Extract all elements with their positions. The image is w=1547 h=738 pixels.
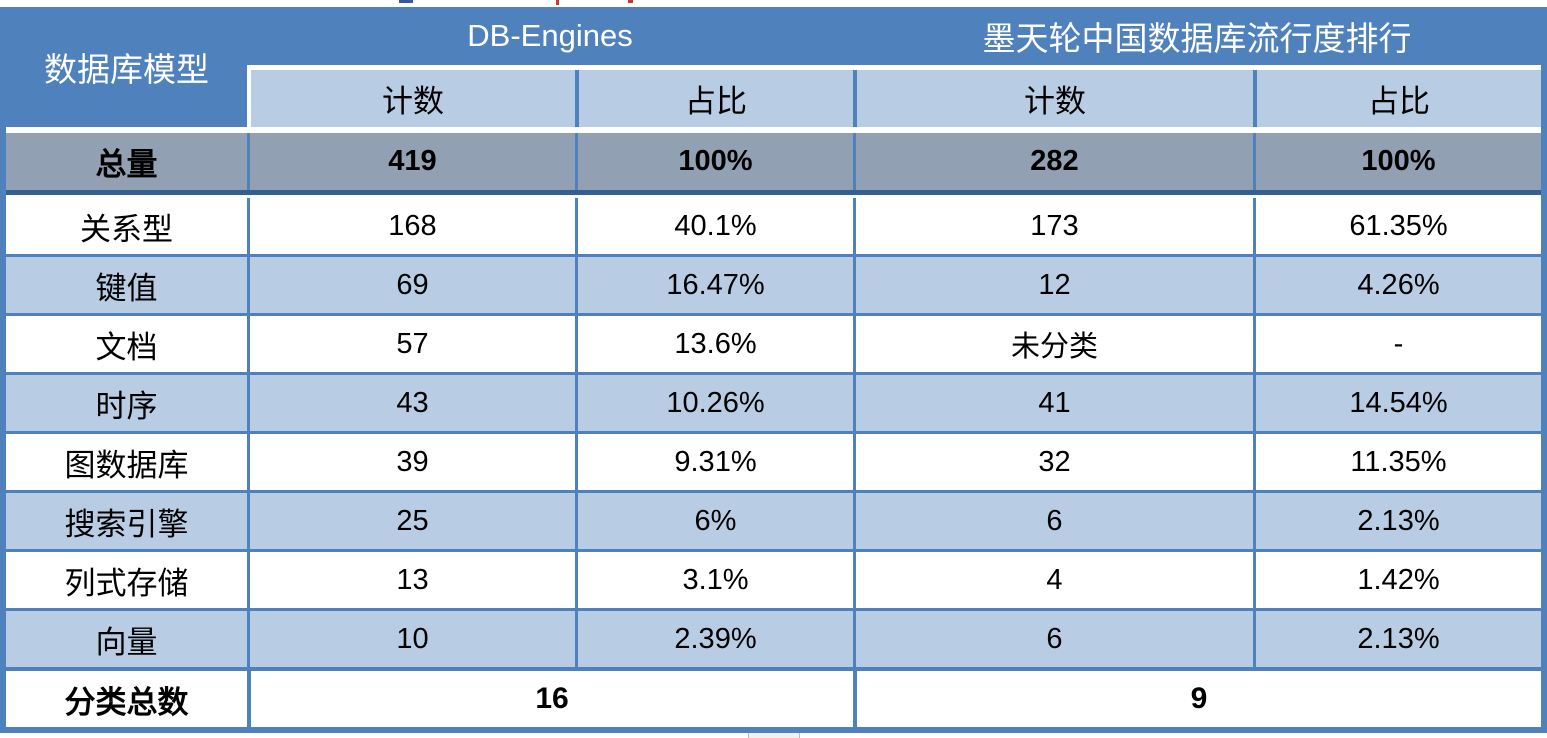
- row-label: 文档: [95, 329, 158, 365]
- row-label: 列式存储: [64, 565, 189, 601]
- table-row: 列式存储 13 3.1% 4 1.42%: [6, 549, 1541, 608]
- table-cell: 1.42%: [1253, 552, 1541, 608]
- row-label: 总量: [95, 147, 158, 182]
- subheader-label: 计数: [382, 84, 444, 119]
- table-cell: 10.26%: [575, 375, 853, 431]
- table-cell: 6%: [575, 493, 853, 549]
- table-cell: 12: [853, 257, 1253, 313]
- cropped-text-artifact: [628, 0, 633, 3]
- row-label: 搜索引擎: [64, 506, 189, 542]
- table-cell: 40.1%: [575, 198, 853, 254]
- table-cell: 69: [247, 257, 575, 313]
- table-cell: -: [1253, 316, 1541, 372]
- table-header: 数据库模型 DB-Engines 墨天轮中国数据库流行度排行 计数 占比 计数 …: [6, 7, 1541, 133]
- table-row: 搜索引擎 25 6% 6 2.13%: [6, 490, 1541, 549]
- table-cell: 282: [853, 133, 1253, 190]
- table-row: 文档 57 13.6% 未分类 -: [6, 313, 1541, 372]
- table-cell: 3.1%: [575, 552, 853, 608]
- table-cell: 4.26%: [1253, 257, 1541, 313]
- row-label: 关系型: [80, 211, 173, 247]
- table-cell: 6: [853, 493, 1253, 549]
- subheader-share-mtl: 占比: [1253, 70, 1541, 127]
- table-row: 向量 10 2.39% 6 2.13%: [6, 608, 1541, 667]
- table-cell: 43: [247, 375, 575, 431]
- group-header-label: 墨天轮中国数据库流行度排行: [982, 22, 1412, 58]
- table-cell: 2.39%: [575, 611, 853, 667]
- table-cell: 25: [247, 493, 575, 549]
- subheader-label: 占比: [685, 84, 747, 119]
- table-cell: 16.47%: [575, 257, 853, 313]
- table-cell: 32: [853, 434, 1253, 490]
- subheader-count-db: 计数: [247, 70, 575, 127]
- corner-header-label: 数据库模型: [44, 53, 209, 89]
- corner-header-cell: 数据库模型: [6, 7, 247, 127]
- group-header-motianlun: 墨天轮中国数据库流行度排行: [853, 7, 1541, 65]
- group-header-label: DB-Engines: [467, 18, 633, 53]
- row-label: 图数据库: [64, 447, 189, 483]
- comparison-table: 数据库模型 DB-Engines 墨天轮中国数据库流行度排行 计数 占比 计数 …: [0, 7, 1547, 733]
- table-cell: 2.13%: [1253, 493, 1541, 549]
- cropped-text-artifact: [556, 0, 559, 5]
- table-cell: 419: [247, 133, 575, 190]
- table-cell: 13.6%: [575, 316, 853, 372]
- table-cell: 100%: [575, 133, 853, 190]
- cropped-text-artifact: [399, 0, 413, 3]
- table-cell: 4: [853, 552, 1253, 608]
- subheader-label: 占比: [1368, 84, 1430, 119]
- row-label: 键值: [95, 270, 158, 306]
- row-label: 向量: [95, 624, 158, 660]
- table-cell: 11.35%: [1253, 434, 1541, 490]
- table-row: 时序 43 10.26% 41 14.54%: [6, 372, 1541, 431]
- table-row: 关系型 168 40.1% 173 61.35%: [6, 195, 1541, 254]
- table-cell: 41: [853, 375, 1253, 431]
- table-cell: 13: [247, 552, 575, 608]
- row-label: 时序: [95, 388, 158, 424]
- subheader-share-db: 占比: [575, 70, 853, 127]
- subheader-count-mtl: 计数: [853, 70, 1253, 127]
- table-row-category-totals: 分类总数 16 9: [6, 667, 1541, 727]
- table-cell: 6: [853, 611, 1253, 667]
- table-cell: 9.31%: [575, 434, 853, 490]
- table-row-total: 总量 419 100% 282 100%: [6, 133, 1541, 195]
- scrollbar-fragment[interactable]: [748, 733, 800, 738]
- table-cell: 57: [247, 316, 575, 372]
- table-cell: 未分类: [853, 316, 1253, 372]
- subheader-label: 计数: [1024, 84, 1086, 119]
- table-cell: 61.35%: [1253, 198, 1541, 254]
- table-cell: 100%: [1253, 133, 1541, 190]
- merged-cell-motianlun-total: 9: [853, 671, 1541, 727]
- merged-cell-db-engines-total: 16: [247, 671, 853, 727]
- table-cell: 168: [247, 198, 575, 254]
- table-cell: 2.13%: [1253, 611, 1541, 667]
- table-row: 键值 69 16.47% 12 4.26%: [6, 254, 1541, 313]
- table-cell: 39: [247, 434, 575, 490]
- group-header-db-engines: DB-Engines: [247, 7, 853, 65]
- table-cell: 10: [247, 611, 575, 667]
- table-cell: 173: [853, 198, 1253, 254]
- table-cell: 14.54%: [1253, 375, 1541, 431]
- row-label: 分类总数: [64, 684, 189, 720]
- table-row: 图数据库 39 9.31% 32 11.35%: [6, 431, 1541, 490]
